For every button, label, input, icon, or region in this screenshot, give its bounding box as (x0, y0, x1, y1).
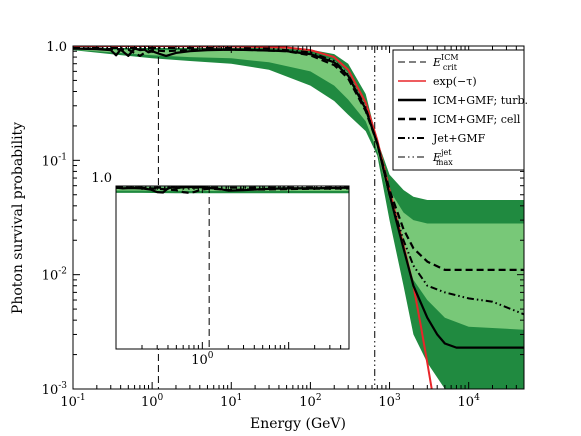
x-tick-label: 102 (299, 393, 321, 410)
legend-item-turb: ICM+GMF; turb. (398, 94, 528, 107)
x-tick-label: 104 (458, 393, 481, 410)
band-outer (73, 47, 524, 389)
legend-item-cell: ICM+GMF; cell (398, 113, 521, 126)
series-line-exp (73, 46, 433, 389)
legend-label: exp(−τ) (433, 75, 477, 88)
x-tick-label: 103 (378, 393, 401, 410)
legend-label: Jet+GMF (432, 132, 486, 145)
x-axis-label: Energy (GeV) (250, 416, 346, 432)
inset-background (116, 186, 349, 349)
legend-label: ICM+GMF; cell (433, 113, 521, 126)
legend-item-jet: Jet+GMF (398, 132, 486, 145)
legend-item-exp: exp(−τ) (398, 75, 477, 88)
y-tick-label: 10-1 (42, 152, 67, 169)
inset-frame (115, 185, 350, 350)
inset-x-tick-label: 100 (191, 351, 214, 368)
x-tick-label: 10-1 (60, 393, 85, 410)
inset-y-tick-label: 1.0 (91, 171, 112, 186)
legend-label: Ejet max (432, 148, 453, 167)
y-tick-label: 1.0 (46, 40, 67, 55)
y-tick-label: 10-3 (42, 381, 68, 398)
legend: EICM crit exp(−τ) ICM+GMF; turb. ICM+GMF; ce… (392, 49, 528, 171)
series-line-icm-gmf-cell (73, 47, 524, 271)
main-plot: 10-1 100 101 102 103 104 10-3 10-2 10-1 1.0 (42, 40, 525, 410)
x-tick-label: 100 (141, 393, 164, 410)
legend-label: EICM crit (432, 53, 459, 72)
legend-item-emax: Ejet max (398, 148, 453, 167)
x-tick-label: 101 (220, 393, 242, 410)
legend-box (392, 49, 525, 171)
y-axis-label: Photon survival probability (10, 122, 26, 314)
inset-plot: 100 1.0 (91, 171, 350, 368)
series-line-jet-gmf (73, 47, 524, 316)
y-tick-label: 10-2 (42, 267, 67, 284)
legend-item-ecrit: EICM crit (398, 53, 459, 72)
legend-label: ICM+GMF; turb. (433, 94, 528, 107)
